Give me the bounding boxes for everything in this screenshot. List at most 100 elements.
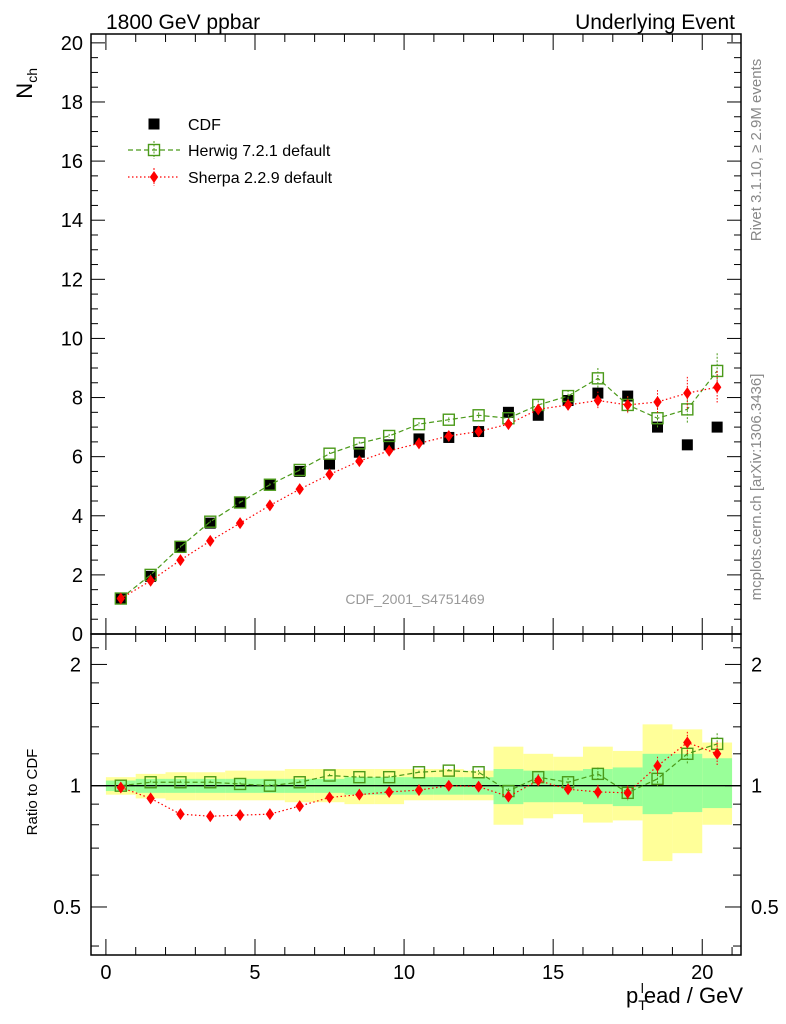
sherpa-point-main-0 [116,592,126,605]
sherpa-point-ratio-7 [325,791,334,804]
ratio-ytick-label-left-1: 1 [70,776,81,798]
sherpa-point-ratio-8 [355,788,364,801]
herwig-point-ratio-7 [323,769,336,782]
herwig-point-ratio-10 [412,766,426,779]
sherpa-point-main-20 [712,381,722,394]
herwig-point-ratio-18 [651,772,664,786]
sherpa-point-ratio-13 [504,790,513,803]
legend-label-herwig: Herwig 7.2.1 default [188,143,331,160]
sherpa-point-main-6 [295,483,304,496]
mcplots-label: mcplots.cern.ch [arXiv:1306.3436] [748,374,765,601]
main-ytick-label-10: 10 [61,328,83,350]
sherpa-point-ratio-1 [146,792,155,805]
sherpa-point-main-19 [683,387,692,400]
sherpa-point-main-15 [563,398,573,411]
herwig-point-ratio-11 [442,764,455,777]
sherpa-point-ratio-17 [623,786,632,799]
legend-label-cdf: CDF [188,117,221,134]
herwig-point-ratio-8 [353,770,366,784]
band-green-20 [702,758,733,809]
sherpa-point-ratio-9 [384,785,394,798]
herwig-point-main-11 [442,413,455,426]
cdf-point-main-8 [353,446,365,458]
sherpa-point-ratio-16 [593,785,603,798]
herwig-point-main-3 [204,515,217,528]
main-ytick-label-8: 8 [72,388,83,410]
legend-label-sherpa: Sherpa 2.2.9 default [188,170,333,187]
herwig-point-main-10 [412,417,426,431]
header-right: Underlying Event [575,11,735,34]
herwig-point-ratio-4 [233,777,247,791]
main-ytick-label-16: 16 [61,151,83,173]
legend: CDF Herwig 7.2.1 default Sherpa 2.2.9 defa… [128,117,333,187]
sherpa-point-main-17 [623,398,632,411]
sherpa-point-ratio-11 [444,779,453,792]
herwig-point-main-9 [382,429,396,443]
sherpa-point-ratio-12 [474,780,483,793]
herwig-point-main-20 [710,364,724,378]
main-ytick-label-20: 20 [61,33,83,55]
main-panel [114,353,724,605]
sherpa-point-main-18 [653,395,662,408]
sherpa-point-main-13 [504,418,513,431]
herwig-point-main-8 [353,437,366,450]
sherpa-point-ratio-18 [653,759,662,772]
ratio-ylabel: Ratio to CDF [24,749,41,836]
sherpa-point-ratio-2 [176,808,185,821]
cdf-point-main-7 [324,458,336,470]
ratio-ytick-label-left-2: 2 [70,654,81,676]
main-ytick-label-2: 2 [72,565,83,587]
herwig-point-ratio-6 [293,776,306,789]
sherpa-point-ratio-14 [534,774,543,787]
herwig-point-main-7 [323,447,336,460]
herwig-line-main [120,370,718,600]
sherpa-point-main-14 [534,403,543,416]
xtick-label-5: 5 [249,962,260,984]
herwig-point-main-12 [472,409,485,422]
main-ytick-label-4: 4 [72,506,83,528]
watermark: CDF_2001_S4751469 [345,591,485,607]
sherpa-point-ratio-6 [295,800,304,813]
x-axis-label: pTlead / GeV [626,980,743,1013]
sherpa-point-ratio-4 [235,809,245,822]
cdf-point-main-20 [711,421,723,433]
sherpa-point-main-11 [444,429,453,442]
sherpa-point-main-16 [593,394,603,407]
main-ytick-label-18: 18 [61,92,83,114]
xtick-label-15: 15 [542,962,564,984]
sherpa-point-ratio-10 [414,784,424,797]
header-left: 1800 GeV ppbar [106,11,260,34]
main-ytick-label-0: 0 [72,624,83,646]
sherpa-point-main-12 [474,425,483,438]
main-ytick-label-14: 14 [61,210,83,232]
herwig-point-main-4 [233,496,247,509]
ratio-ytick-label-right-2: 2 [751,654,762,676]
herwig-point-ratio-5 [263,779,277,792]
sherpa-point-ratio-20 [712,747,722,760]
ratio-frame [90,633,742,956]
herwig-point-main-18 [651,412,664,425]
ratio-ytick-label-right-1: 1 [751,776,762,798]
herwig-point-ratio-2 [174,776,187,789]
xtick-label-20: 20 [691,962,713,984]
band-green-19 [672,753,703,813]
cdf-point-main-3 [204,517,216,529]
main-ytick-label-12: 12 [61,269,83,291]
sherpa-point-ratio-0 [116,781,126,794]
xtick-label-10: 10 [393,962,415,984]
main-ylabel: Nch [12,68,40,99]
main-ytick-label-6: 6 [72,447,83,469]
herwig-point-main-5 [263,478,277,491]
legend-marker-cdf [148,118,160,130]
legend-marker-sherpa [149,171,159,183]
herwig-point-ratio-1 [144,776,157,789]
sherpa-point-main-1 [146,574,155,587]
herwig-point-main-2 [174,540,187,554]
legend-marker-herwig [147,143,161,157]
sherpa-point-ratio-19 [683,736,692,749]
sherpa-point-main-8 [355,455,364,468]
ratio-ytick-label-right-0.5: 0.5 [751,897,779,919]
herwig-point-ratio-12 [472,766,485,779]
herwig-point-ratio-3 [204,776,217,789]
